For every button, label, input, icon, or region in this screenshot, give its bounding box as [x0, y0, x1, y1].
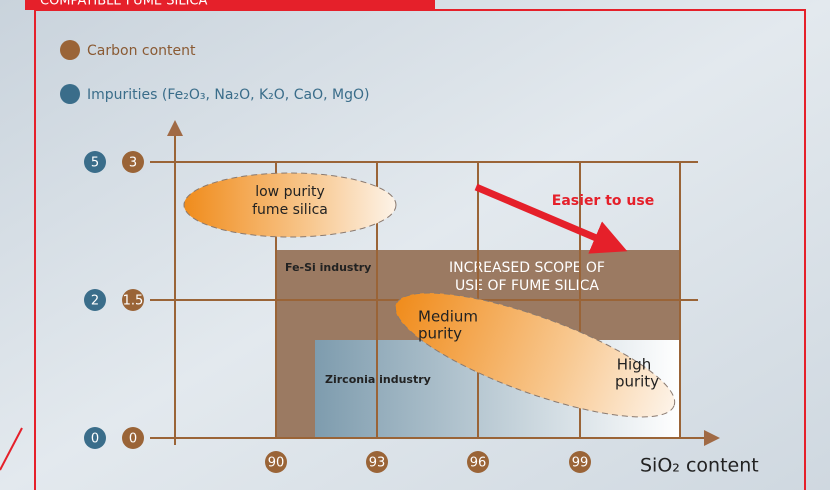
x-tick: 93 — [369, 456, 386, 471]
x-tick: 90 — [268, 456, 285, 471]
region-label: Fe-Si industry — [285, 261, 371, 274]
ellipse-label: fume silica — [252, 202, 328, 218]
region-label: INCREASED SCOPE OF — [449, 260, 605, 276]
arrow-label: Easier to use — [552, 193, 654, 209]
carbon-tick: 0 — [129, 432, 137, 447]
legend-dot — [60, 40, 80, 60]
ellipse-label: Medium — [418, 308, 478, 326]
legend-dot — [60, 84, 80, 104]
banner-text: COMPATIBLE FUME SILICA — [40, 0, 207, 9]
carbon-tick: 1.5 — [123, 294, 144, 309]
page: COMPATIBLE FUME SILICA Carbon content Im… — [0, 0, 830, 490]
diagram: COMPATIBLE FUME SILICA Carbon content Im… — [0, 0, 830, 490]
region-label: USE OF FUME SILICA — [455, 278, 599, 294]
ellipse-label: High — [617, 356, 651, 374]
impurity-tick: 2 — [91, 294, 99, 309]
ellipse-label: low purity — [255, 184, 325, 200]
fe-si-region — [276, 340, 315, 438]
x-tick: 96 — [470, 456, 487, 471]
impurity-tick: 5 — [91, 156, 99, 171]
carbon-tick: 3 — [129, 156, 137, 171]
x-tick: 99 — [572, 456, 589, 471]
ellipse-label: purity — [418, 325, 462, 343]
ellipse-label: purity — [615, 373, 659, 391]
legend-text: Impurities (Fe₂O₃, Na₂O, K₂O, CaO, MgO) — [87, 87, 369, 103]
legend-text: Carbon content — [87, 43, 196, 59]
x-axis-label: SiO₂ content — [640, 455, 759, 477]
impurity-tick: 0 — [91, 432, 99, 447]
